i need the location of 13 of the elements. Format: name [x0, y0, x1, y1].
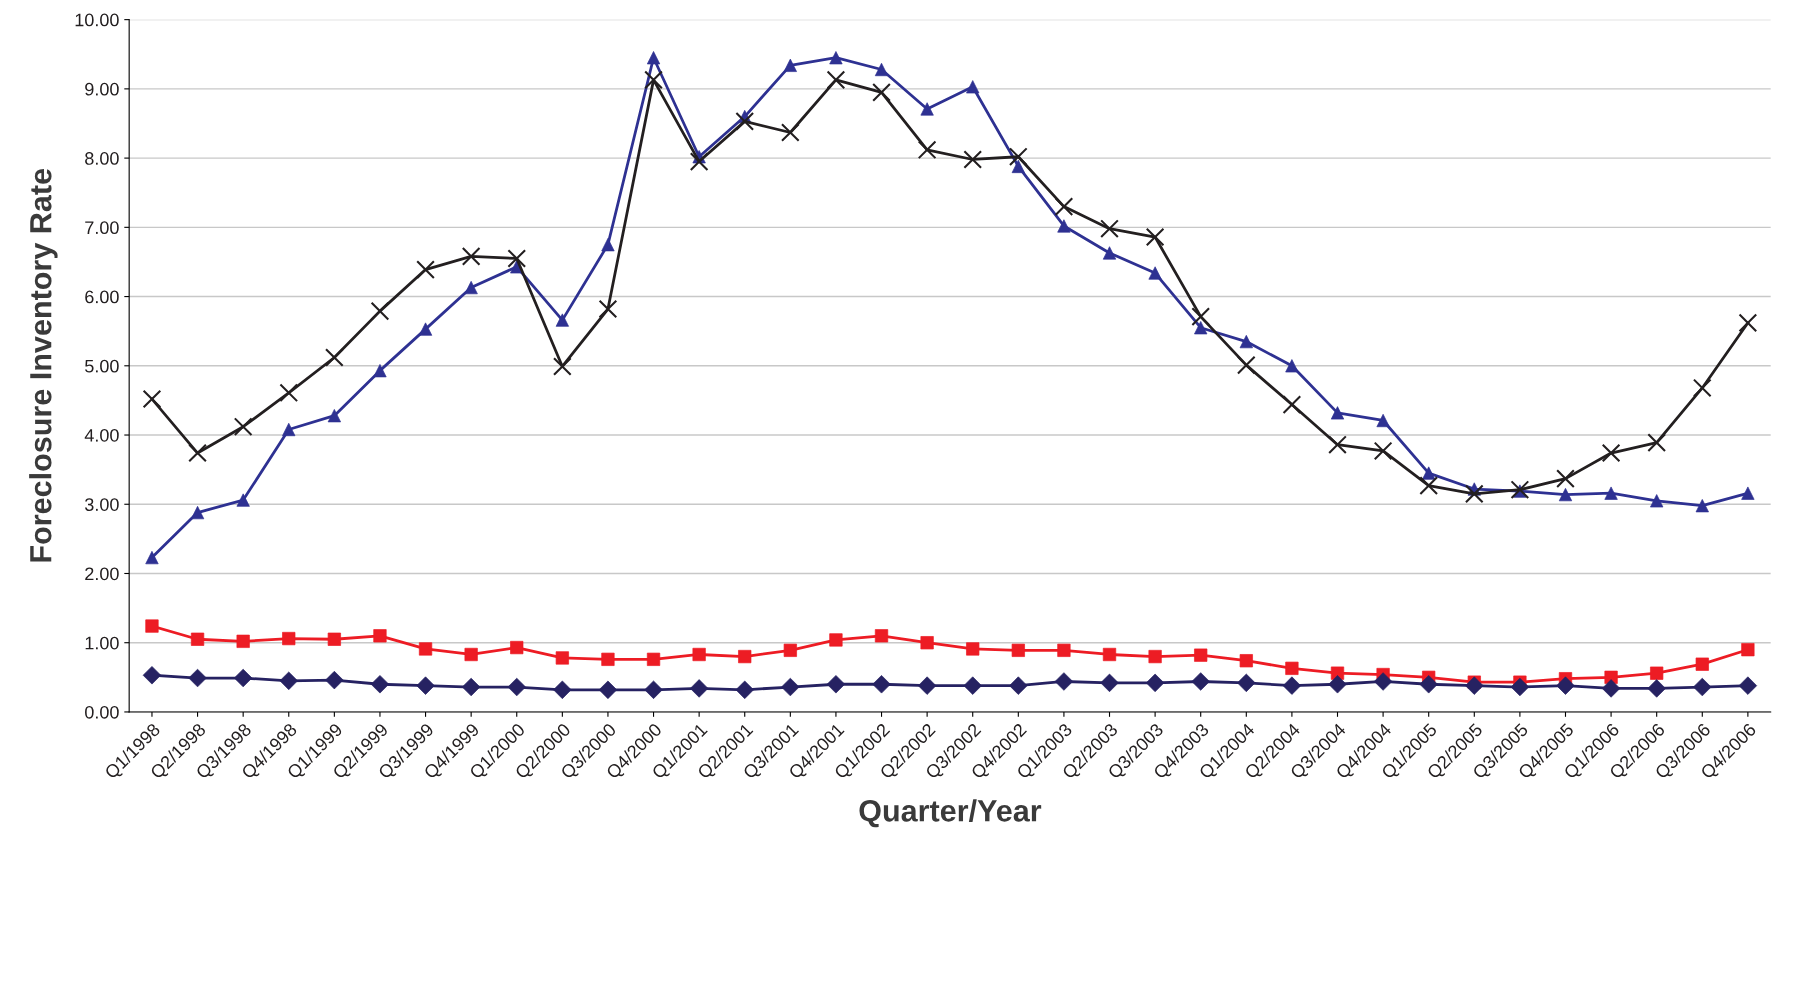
- y-tick-label: 7.00: [85, 221, 119, 235]
- y-tick-label: 6.00: [85, 290, 119, 304]
- y-tick-label: 4.00: [84, 428, 119, 442]
- y-tick-label: 0.00: [85, 705, 119, 719]
- y-tick-label: 8.00: [85, 152, 119, 165]
- y-tick-label: 5.00: [85, 359, 119, 373]
- y-tick-label: 2.00: [85, 567, 119, 581]
- y-tick-label: 9.00: [85, 82, 119, 96]
- x-axis-title: Quarter/Year: [859, 799, 1042, 828]
- y-axis-title: Foreclosure Inventory Rate: [29, 169, 58, 562]
- y-tick-label: 10.00: [75, 13, 119, 27]
- y-tick-label: 1.00: [85, 636, 119, 650]
- y-tick-label: 3.00: [85, 498, 119, 511]
